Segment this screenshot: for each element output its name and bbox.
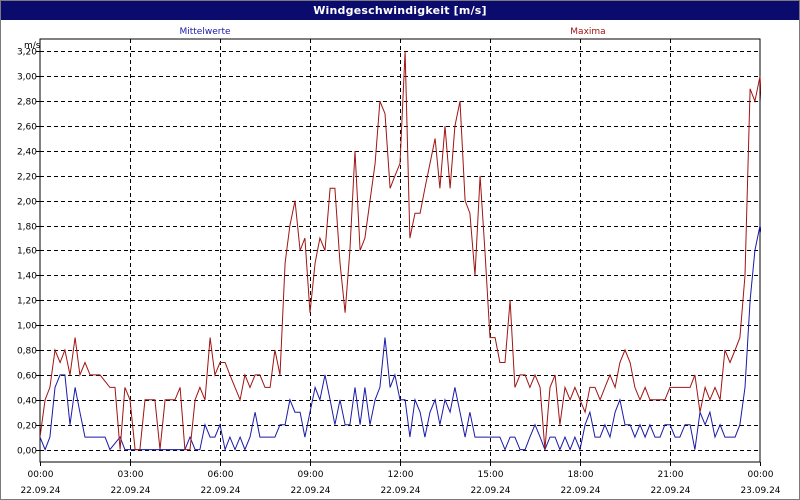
y-tick-label: 2,20 bbox=[17, 173, 37, 183]
x-tick-date-label: 22.09.24 bbox=[200, 486, 240, 496]
x-tick-time-label: 03:00 bbox=[118, 470, 144, 480]
y-tick-label: 0,60 bbox=[17, 372, 37, 382]
y-tick-label: 0,20 bbox=[17, 422, 37, 432]
x-tick-date-label: 22.09.24 bbox=[470, 486, 510, 496]
x-tick-date-label: 22.09.24 bbox=[110, 486, 150, 496]
x-tick-date-label: 22.09.24 bbox=[380, 486, 420, 496]
y-axis-label: m/s bbox=[24, 41, 41, 51]
x-tick-time-label: 18:00 bbox=[568, 470, 594, 480]
y-tick-label: 3,00 bbox=[17, 73, 37, 83]
series-line-maxima bbox=[40, 51, 761, 451]
y-tick-label: 2,80 bbox=[17, 98, 37, 108]
y-tick-label: 3,20 bbox=[17, 48, 37, 58]
y-tick-label: 0,80 bbox=[17, 347, 37, 357]
series-line-mittelwerte bbox=[40, 225, 761, 452]
x-tick-date-label: 23.09.24 bbox=[740, 486, 780, 496]
x-tick-date-label: 22.09.24 bbox=[650, 486, 690, 496]
x-tick-date-label: 22.09.24 bbox=[20, 486, 60, 496]
x-tick-time-label: 00:00 bbox=[748, 470, 774, 480]
y-tick-label: 2,40 bbox=[17, 148, 37, 158]
x-tick-time-label: 09:00 bbox=[298, 470, 324, 480]
legend-mittelwerte: Mittelwerte bbox=[179, 27, 230, 37]
x-tick-time-label: 12:00 bbox=[388, 470, 414, 480]
y-tick-label: 1,20 bbox=[17, 297, 37, 307]
legend-maxima: Maxima bbox=[570, 27, 605, 37]
x-tick-time-label: 15:00 bbox=[478, 470, 504, 480]
x-tick-date-label: 22.09.24 bbox=[290, 486, 330, 496]
y-tick-label: 0,00 bbox=[17, 447, 37, 457]
chart-title: Windgeschwindigkeit [m/s] bbox=[1, 1, 799, 20]
y-tick-label: 1,60 bbox=[17, 247, 37, 257]
y-tick-label: 0,40 bbox=[17, 397, 37, 407]
x-tick-time-label: 06:00 bbox=[208, 470, 234, 480]
x-tick-date-label: 22.09.24 bbox=[560, 486, 600, 496]
y-tick-label: 2,60 bbox=[17, 123, 37, 133]
y-tick-label: 2,00 bbox=[17, 198, 37, 208]
y-tick-label: 1,40 bbox=[17, 272, 37, 282]
x-tick-time-label: 21:00 bbox=[658, 470, 684, 480]
y-tick-label: 1,00 bbox=[17, 322, 37, 332]
x-tick-time-label: 00:00 bbox=[28, 470, 54, 480]
y-tick-label: 1,80 bbox=[17, 223, 37, 233]
